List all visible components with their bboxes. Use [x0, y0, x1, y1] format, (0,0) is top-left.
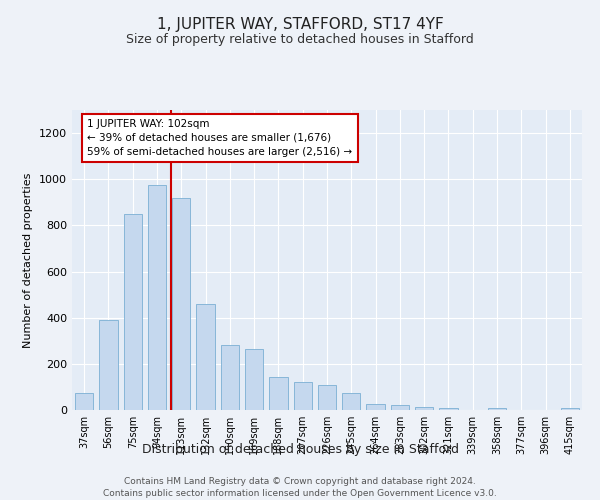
- Bar: [124, 214, 142, 410]
- Bar: [293, 382, 312, 410]
- Text: Contains HM Land Registry data © Crown copyright and database right 2024.: Contains HM Land Registry data © Crown c…: [124, 478, 476, 486]
- Text: Size of property relative to detached houses in Stafford: Size of property relative to detached ho…: [126, 32, 474, 46]
- Bar: [561, 408, 579, 410]
- Bar: [488, 408, 506, 410]
- Bar: [439, 408, 458, 410]
- Bar: [75, 392, 93, 410]
- Bar: [415, 406, 433, 410]
- Bar: [342, 392, 361, 410]
- Text: Distribution of detached houses by size in Stafford: Distribution of detached houses by size …: [142, 442, 458, 456]
- Bar: [221, 346, 239, 410]
- Bar: [269, 376, 287, 410]
- Text: 1 JUPITER WAY: 102sqm
← 39% of detached houses are smaller (1,676)
59% of semi-d: 1 JUPITER WAY: 102sqm ← 39% of detached …: [88, 119, 352, 157]
- Bar: [245, 349, 263, 410]
- Bar: [148, 185, 166, 410]
- Bar: [367, 404, 385, 410]
- Bar: [391, 406, 409, 410]
- Y-axis label: Number of detached properties: Number of detached properties: [23, 172, 34, 348]
- Bar: [196, 304, 215, 410]
- Text: 1, JUPITER WAY, STAFFORD, ST17 4YF: 1, JUPITER WAY, STAFFORD, ST17 4YF: [157, 18, 443, 32]
- Bar: [172, 198, 190, 410]
- Bar: [100, 320, 118, 410]
- Bar: [318, 384, 336, 410]
- Text: Contains public sector information licensed under the Open Government Licence v3: Contains public sector information licen…: [103, 489, 497, 498]
